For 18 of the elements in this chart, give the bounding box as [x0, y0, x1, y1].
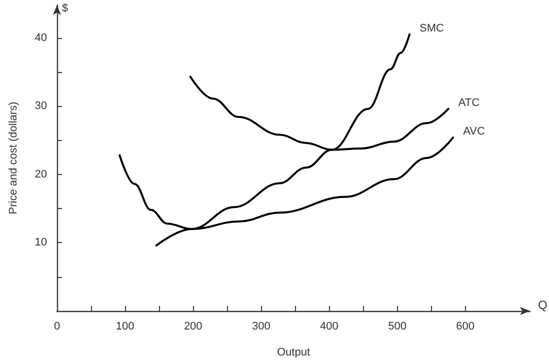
- x-tick-label: 200: [184, 320, 202, 332]
- y-tick-label: 20: [34, 168, 47, 180]
- x-tick-label: 500: [388, 320, 406, 332]
- y-tick-label: 40: [34, 32, 47, 44]
- x-tick-label: 600: [456, 320, 475, 332]
- series-label: AVC: [463, 126, 485, 138]
- x-tick-label: 100: [116, 320, 134, 332]
- series-label: ATC: [458, 96, 480, 109]
- series-label: SMC: [420, 22, 444, 34]
- x-tick-label: 400: [320, 320, 338, 332]
- y-tick-label: 30: [34, 100, 47, 112]
- x-tick-label: 0: [54, 320, 60, 332]
- y-axis-title: Price and cost (dollars): [8, 102, 20, 214]
- text: Q: [538, 298, 548, 312]
- y-tick-label: 10: [34, 236, 47, 249]
- x-axis-title: Output: [276, 346, 310, 358]
- annotation: $: [62, 2, 68, 14]
- x-tick-label: 300: [252, 320, 270, 332]
